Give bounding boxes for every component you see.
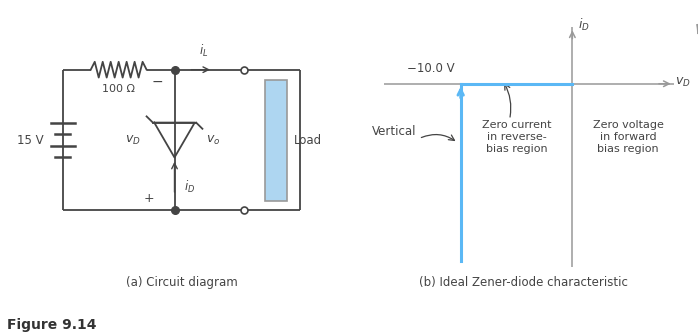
Text: (b) Ideal Zener-diode characteristic: (b) Ideal Zener-diode characteristic: [419, 276, 628, 289]
Text: Figure 9.14: Figure 9.14: [7, 318, 96, 332]
Text: $i_D$: $i_D$: [184, 179, 195, 195]
FancyBboxPatch shape: [265, 79, 288, 201]
Text: −10.0 V: −10.0 V: [407, 62, 454, 75]
Text: 100 Ω: 100 Ω: [102, 84, 135, 94]
Text: Vertical: Vertical: [372, 125, 417, 138]
Text: (a) Circuit diagram: (a) Circuit diagram: [126, 276, 237, 289]
Text: +: +: [144, 192, 155, 205]
Text: 15 V: 15 V: [17, 134, 43, 146]
Text: Load: Load: [293, 134, 322, 146]
Text: $i_L$: $i_L$: [200, 43, 209, 59]
Text: −: −: [152, 74, 163, 88]
Text: $i_D$: $i_D$: [578, 17, 589, 33]
Text: Zero current
in reverse-
bias region: Zero current in reverse- bias region: [482, 120, 551, 153]
Text: $v_o$: $v_o$: [206, 133, 220, 147]
Text: $v_D$: $v_D$: [676, 76, 691, 89]
Text: Zero voltage
in forward
bias region: Zero voltage in forward bias region: [593, 120, 664, 153]
Text: $v_D$: $v_D$: [125, 133, 140, 147]
